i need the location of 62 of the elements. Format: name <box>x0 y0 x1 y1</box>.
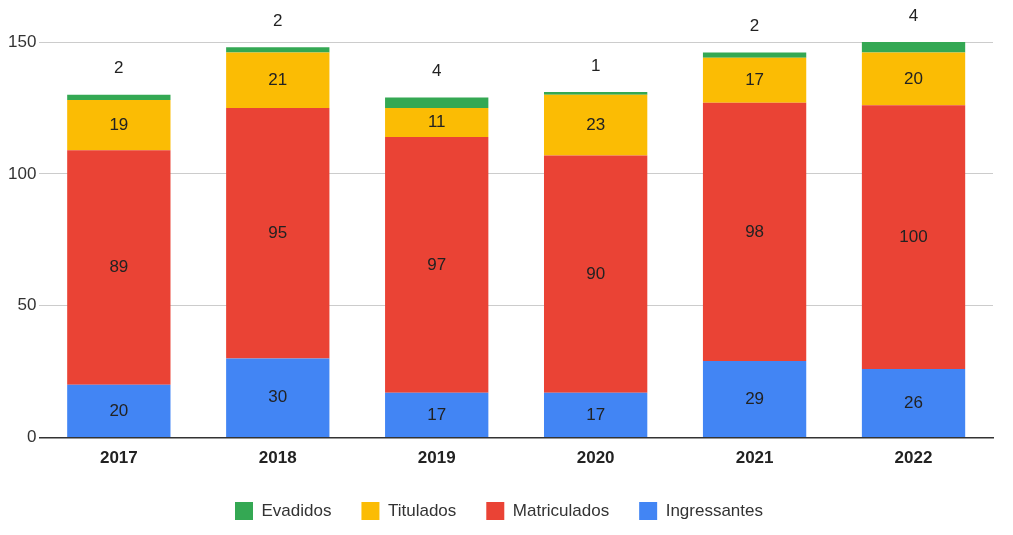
data-label: 4 <box>908 5 919 25</box>
bar <box>544 94 648 156</box>
y-tick-label: 0 <box>26 427 37 447</box>
data-label: 2 <box>114 58 124 78</box>
bar <box>226 47 330 53</box>
bar <box>385 107 489 137</box>
bar <box>861 52 966 106</box>
data-label: 11 <box>427 112 446 132</box>
bar <box>67 150 171 385</box>
legend-label: Matriculados <box>512 500 610 520</box>
bar <box>861 42 966 53</box>
bar <box>67 94 171 101</box>
data-label: 97 <box>427 254 447 274</box>
data-label: 95 <box>268 222 288 242</box>
bar <box>702 57 807 103</box>
bar <box>702 52 807 58</box>
data-label: 23 <box>586 114 606 134</box>
bar <box>226 52 330 108</box>
data-label: 98 <box>745 221 765 241</box>
x-tick-label: 2022 <box>894 448 933 468</box>
bar <box>385 392 489 438</box>
data-label: 21 <box>268 69 288 89</box>
y-tick-label: 100 <box>7 163 37 183</box>
bar <box>544 92 648 95</box>
data-label: 26 <box>904 392 923 412</box>
data-label: 89 <box>109 257 129 277</box>
bar <box>67 384 171 438</box>
x-tick-label: 2020 <box>576 448 615 468</box>
legend-label: Evadidos <box>261 500 332 520</box>
data-label: 100 <box>899 226 928 246</box>
data-label: 29 <box>745 388 765 408</box>
data-label: 30 <box>268 387 288 407</box>
data-label: 2 <box>749 16 760 36</box>
data-label: 20 <box>904 68 923 88</box>
bar <box>861 105 966 370</box>
bar <box>861 369 966 438</box>
bar <box>385 97 489 108</box>
x-tick-label: 2021 <box>735 448 774 468</box>
data-label: 1 <box>590 55 601 75</box>
data-label: 90 <box>586 263 606 283</box>
bar <box>226 107 330 359</box>
data-label: 4 <box>431 61 442 81</box>
bar <box>544 155 648 393</box>
bar <box>702 102 807 362</box>
legend-label: Titulados <box>387 500 457 520</box>
bar <box>385 136 489 393</box>
data-label: 17 <box>586 404 606 424</box>
x-tick-label: 2017 <box>99 448 138 468</box>
bar <box>702 361 807 438</box>
x-tick-label: 2018 <box>258 448 297 468</box>
bar <box>226 358 330 438</box>
data-label: 19 <box>109 114 129 134</box>
y-tick-label: 150 <box>7 31 37 51</box>
bar <box>544 392 648 438</box>
data-label: 2 <box>273 10 283 30</box>
y-tick-label: 50 <box>17 295 37 315</box>
data-label: 20 <box>109 400 129 420</box>
data-label: 17 <box>745 69 765 89</box>
legend-label: Ingressantes <box>665 500 763 520</box>
bar <box>67 100 171 151</box>
x-tick-label: 2019 <box>417 448 456 468</box>
data-label: 17 <box>427 404 447 424</box>
